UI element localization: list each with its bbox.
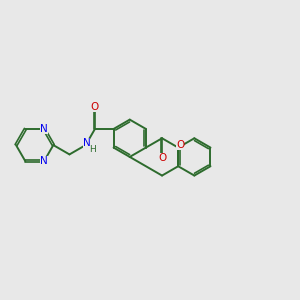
- Text: N: N: [83, 138, 91, 148]
- Text: O: O: [158, 153, 166, 163]
- Text: O: O: [91, 102, 99, 112]
- Text: O: O: [176, 140, 184, 150]
- Text: H: H: [88, 145, 95, 154]
- Text: N: N: [40, 156, 48, 166]
- Text: N: N: [40, 124, 48, 134]
